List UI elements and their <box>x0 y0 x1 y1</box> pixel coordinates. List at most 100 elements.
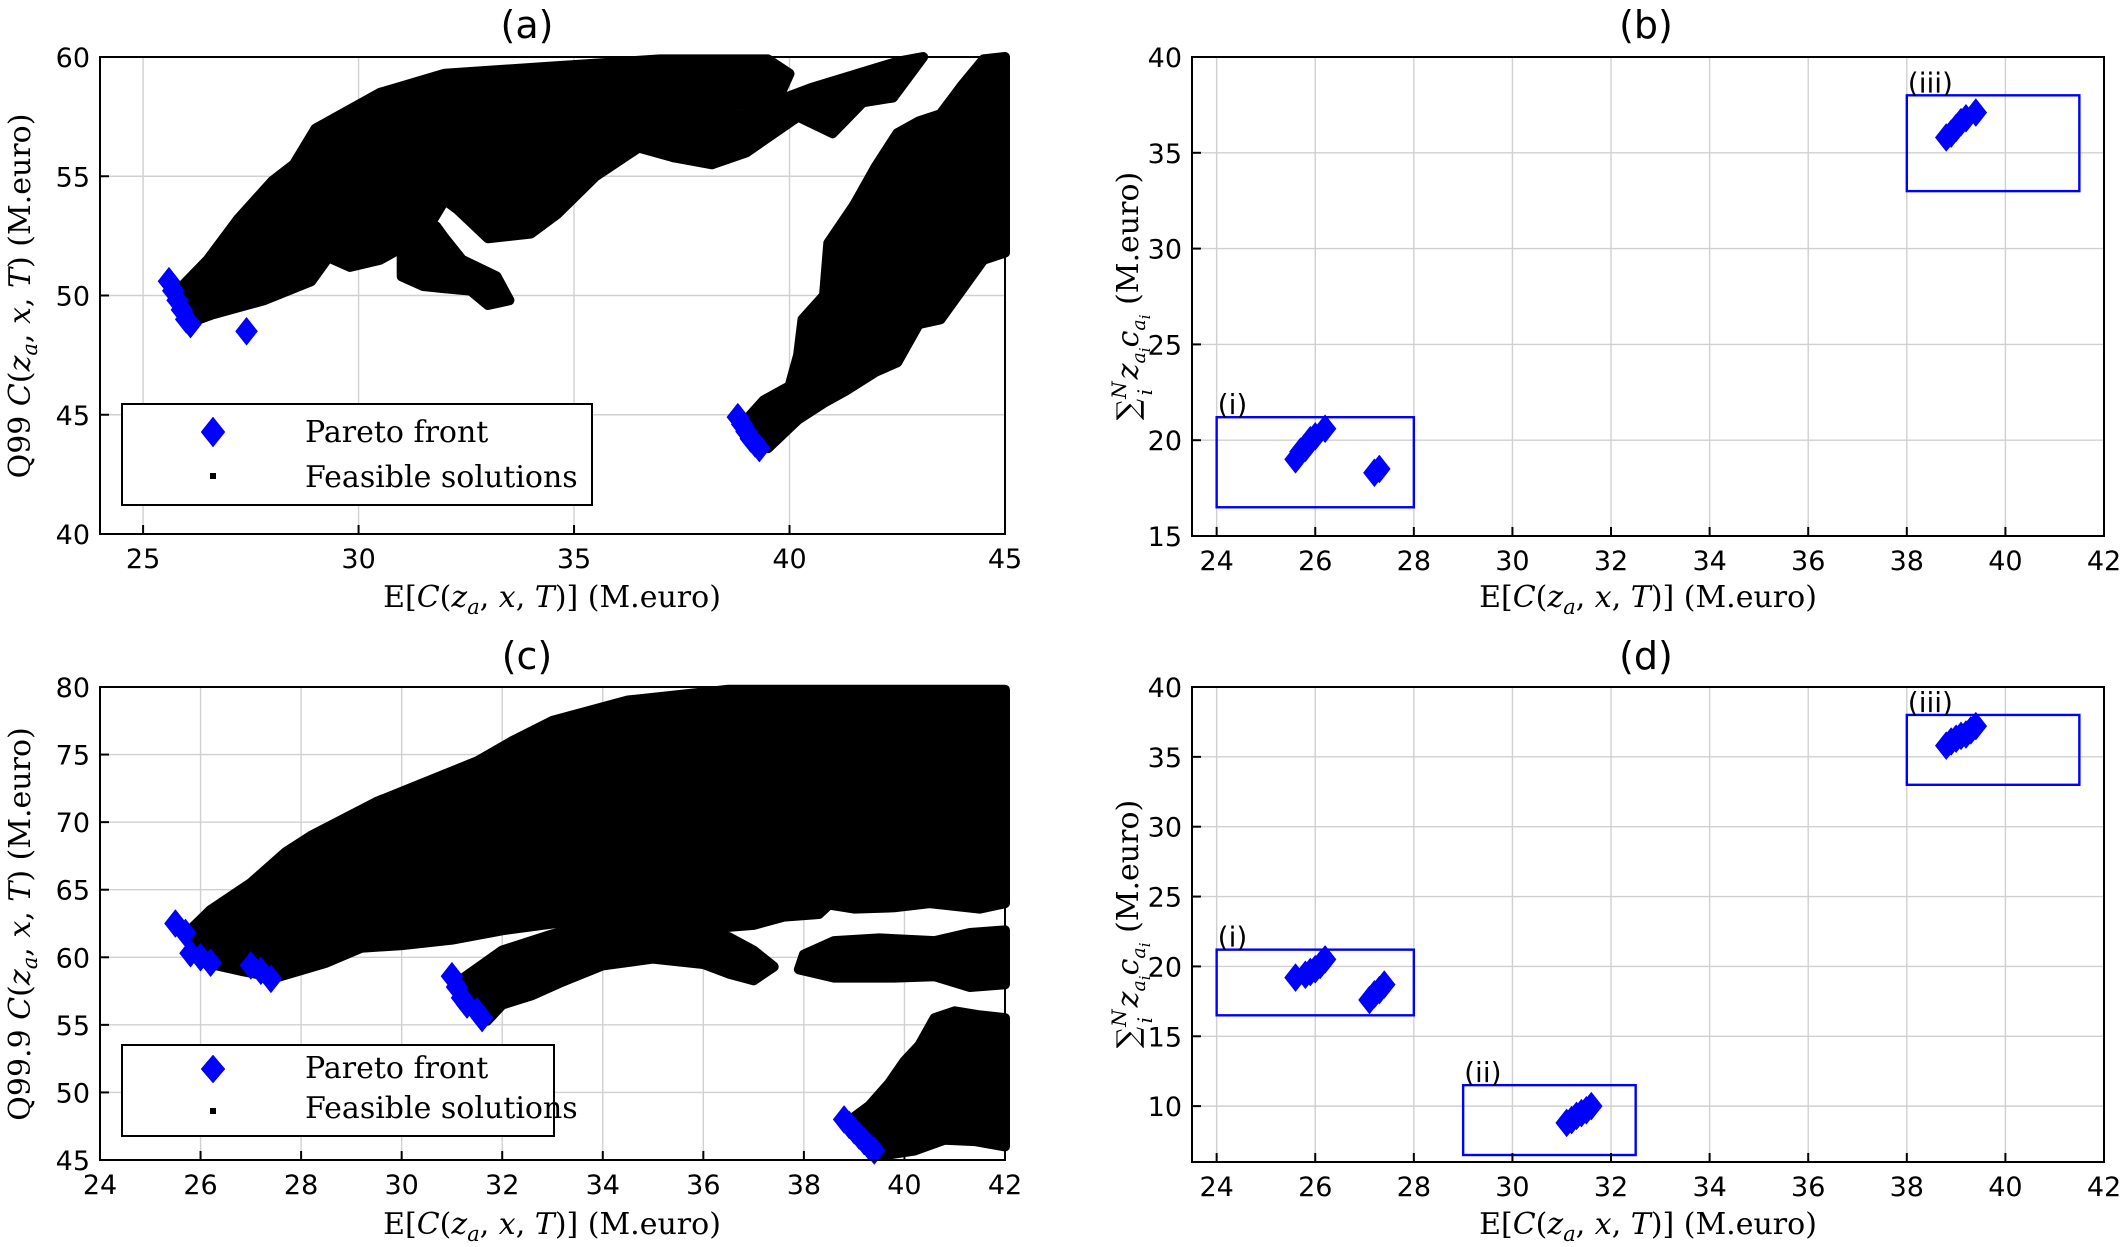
x-tick-label: 30 <box>1495 546 1529 577</box>
y-tick-label: 40 <box>1148 673 1182 704</box>
group-box-label: (i) <box>1218 388 1248 421</box>
x-tick-label: 28 <box>1397 1172 1431 1203</box>
panel-c-x-axis-label: E[C(za, x, T)] (M.euro) <box>383 1207 721 1246</box>
y-tick-label: 30 <box>1148 235 1182 266</box>
pareto-point <box>249 956 273 986</box>
y-tick-label: 15 <box>1148 522 1182 553</box>
x-tick-label: 24 <box>1199 1172 1233 1203</box>
panel-d: (d) (i) (ii) (iii) 24 26 28 30 32 34 36 38 40 42 10… <box>1107 634 2121 1246</box>
feasible-region-3 <box>668 52 929 170</box>
pareto-point <box>199 948 222 978</box>
y-tick-label: 40 <box>1148 43 1182 74</box>
panel-c-legend-feasible-marker <box>210 1108 216 1114</box>
panel-a-feasible-region <box>172 52 1010 454</box>
panel-c-x-ticks: 24 26 28 30 32 34 36 38 40 42 <box>83 1151 1022 1201</box>
panel-c-pareto-points <box>164 909 886 1165</box>
x-tick-label: 26 <box>1298 546 1332 577</box>
panel-b-boxes: (i) (iii) <box>1215 66 2081 509</box>
panel-d-x-axis-label: E[C(za, x, T)] (M.euro) <box>1479 1207 1817 1246</box>
panel-b-axes-frame <box>1191 56 2105 537</box>
y-tick-label: 40 <box>56 520 90 551</box>
panel-a-legend-pareto-label: Pareto front <box>305 415 488 450</box>
panel-c-legend-pareto-label: Pareto front <box>305 1051 488 1086</box>
panel-c-legend-pareto-marker <box>200 1054 226 1084</box>
group-box-label: (ii) <box>1464 1056 1501 1089</box>
x-tick-label: 24 <box>1199 546 1233 577</box>
y-tick-label: 55 <box>56 1011 90 1042</box>
panel-c-y-ticks: 45 50 55 60 65 70 75 80 <box>56 673 109 1177</box>
pareto-point <box>1964 98 1988 127</box>
x-tick-label: 40 <box>887 1170 921 1201</box>
panel-c-axes-frame <box>99 686 1006 1161</box>
panel-a-legend: Pareto front Feasible solutions <box>121 403 593 506</box>
x-tick-label: 28 <box>1397 546 1431 577</box>
panel-a-legend-pareto-marker <box>200 416 226 448</box>
group-box <box>1215 948 1416 1017</box>
panel-c-title: (c) <box>502 634 553 678</box>
panel-b-title: (b) <box>1619 3 1673 47</box>
y-tick-label: 15 <box>1148 1022 1182 1053</box>
panel-d-y-ticks: 10 15 20 25 30 35 40 <box>1148 673 1201 1123</box>
feasible-region-2 <box>396 221 515 310</box>
pareto-point <box>1372 970 1396 999</box>
y-tick-label: 80 <box>56 673 90 704</box>
panel-b-x-ticks: 24 26 28 30 32 34 36 38 40 42 <box>1199 527 2121 577</box>
x-tick-label: 35 <box>557 544 591 575</box>
panel-a-y-ticks: 40 45 50 55 60 <box>56 43 109 551</box>
pareto-point <box>164 909 187 938</box>
feasible-region-4 <box>737 52 1010 454</box>
panel-c-y-axis-label: Q99.9 C(za, x, T) (M.euro) <box>3 727 42 1120</box>
panel-a-legend-box <box>121 403 593 506</box>
pareto-point <box>748 433 771 463</box>
x-tick-label: 32 <box>1594 1172 1628 1203</box>
panel-c-legend-feasible-label: Feasible solutions <box>305 1091 578 1126</box>
panel-d-axes-frame <box>1191 686 2105 1163</box>
x-tick-label: 40 <box>772 544 806 575</box>
x-tick-label: 38 <box>1890 546 1924 577</box>
x-tick-label: 26 <box>1298 1172 1332 1203</box>
group-box-label: (iii) <box>1908 686 1953 719</box>
x-tick-label: 28 <box>284 1170 318 1201</box>
panel-d-x-ticks: 24 26 28 30 32 34 36 38 40 42 <box>1199 1153 2121 1203</box>
pareto-point <box>470 1003 494 1033</box>
x-tick-label: 30 <box>1495 1172 1529 1203</box>
group-box <box>1905 94 2081 193</box>
feasible-region-3 <box>793 925 1010 992</box>
pareto-point <box>259 964 283 994</box>
x-tick-label: 42 <box>988 1170 1022 1201</box>
x-tick-label: 36 <box>1791 546 1825 577</box>
panel-a: (a) 25 30 35 40 45 40 45 50 55 60 E[C(za, x, T)]… <box>3 3 1022 619</box>
x-tick-label: 26 <box>183 1170 217 1201</box>
panel-a-legend-feasible-label: Feasible solutions <box>305 460 578 495</box>
panel-b-y-ticks: 15 20 25 30 35 40 <box>1148 43 1201 553</box>
x-tick-label: 45 <box>988 544 1022 575</box>
x-tick-label: 32 <box>1594 546 1628 577</box>
panel-a-pareto-points <box>157 266 771 463</box>
x-tick-label: 24 <box>83 1170 117 1201</box>
x-tick-label: 36 <box>686 1170 720 1201</box>
feasible-region-4 <box>844 1006 1010 1161</box>
y-tick-label: 75 <box>56 741 90 772</box>
panel-a-legend-feasible-marker <box>210 473 216 479</box>
y-tick-label: 30 <box>1148 813 1182 844</box>
panel-c-legend: Pareto front Feasible solutions <box>121 1044 578 1137</box>
y-tick-label: 70 <box>56 808 90 839</box>
x-tick-label: 30 <box>384 1170 418 1201</box>
y-tick-label: 50 <box>56 1078 90 1109</box>
group-box <box>1905 713 2081 786</box>
y-tick-label: 35 <box>1148 139 1182 170</box>
panel-c: (c) 24 26 28 30 32 34 36 38 40 42 45 50 55 60 65 70 75 8… <box>3 634 1022 1246</box>
y-tick-label: 60 <box>56 943 90 974</box>
pareto-point <box>179 309 202 339</box>
y-tick-label: 55 <box>56 162 90 193</box>
x-tick-label: 40 <box>1988 1172 2022 1203</box>
x-tick-label: 25 <box>126 544 160 575</box>
pareto-point <box>455 990 479 1019</box>
panel-b: (b) (i) (iii) 24 26 28 30 32 34 36 38 40 42 15 20 25… <box>1107 3 2121 619</box>
y-tick-label: 25 <box>1148 330 1182 361</box>
y-tick-label: 20 <box>1148 952 1182 983</box>
group-box <box>1215 416 1416 509</box>
pareto-point <box>1313 945 1337 974</box>
pareto-point <box>862 1136 886 1165</box>
